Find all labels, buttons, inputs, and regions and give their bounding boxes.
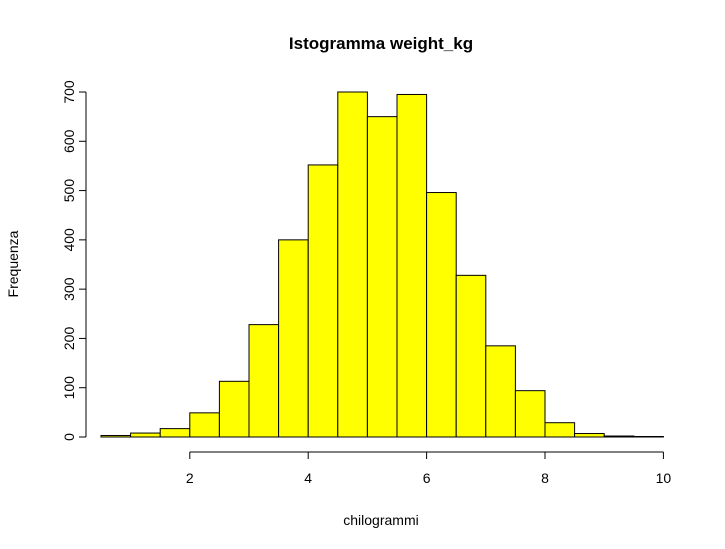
y-tick-label: 600	[61, 129, 77, 153]
histogram-bar	[248, 324, 280, 438]
histogram-bar	[514, 390, 546, 438]
y-axis-label: Frequenza	[5, 230, 21, 297]
x-tick-label: 10	[656, 470, 672, 486]
histogram-bar	[337, 91, 368, 438]
histogram-bar	[396, 93, 428, 438]
chart-title: Istogramma weight_kg	[289, 34, 473, 53]
histogram-bar	[218, 380, 250, 438]
y-tick-label: 200	[61, 327, 77, 351]
y-tick-label: 300	[61, 277, 77, 301]
y-tick-label: 100	[61, 376, 77, 400]
histogram-bar	[366, 116, 398, 438]
x-tick-label: 4	[304, 470, 312, 486]
histogram-bar	[159, 428, 191, 438]
x-axis-label: chilogrammi	[343, 512, 418, 528]
x-tick-label: 2	[186, 470, 194, 486]
histogram-bar	[485, 345, 516, 438]
x-tick-label: 8	[541, 470, 549, 486]
histogram-bar	[307, 164, 339, 438]
bars-group	[100, 91, 664, 438]
y-tick-label: 500	[61, 179, 77, 203]
histogram-bar	[100, 435, 132, 438]
y-tick-label: 700	[61, 80, 77, 104]
histogram-bar	[189, 412, 220, 438]
histogram-bar	[278, 239, 309, 438]
histogram-bar	[603, 435, 635, 438]
histogram-bar	[130, 432, 161, 438]
x-axis: 2 4 6 8 10	[186, 451, 672, 486]
histogram-bar	[574, 433, 605, 438]
histogram-bar	[455, 274, 487, 438]
y-tick-label: 400	[61, 228, 77, 252]
histogram-bar	[426, 192, 457, 438]
y-axis: 0 100 200 300 400 500 600 700	[61, 80, 87, 441]
y-tick-label: 0	[61, 433, 77, 441]
histogram-bar	[544, 422, 576, 438]
x-tick-label: 6	[423, 470, 431, 486]
